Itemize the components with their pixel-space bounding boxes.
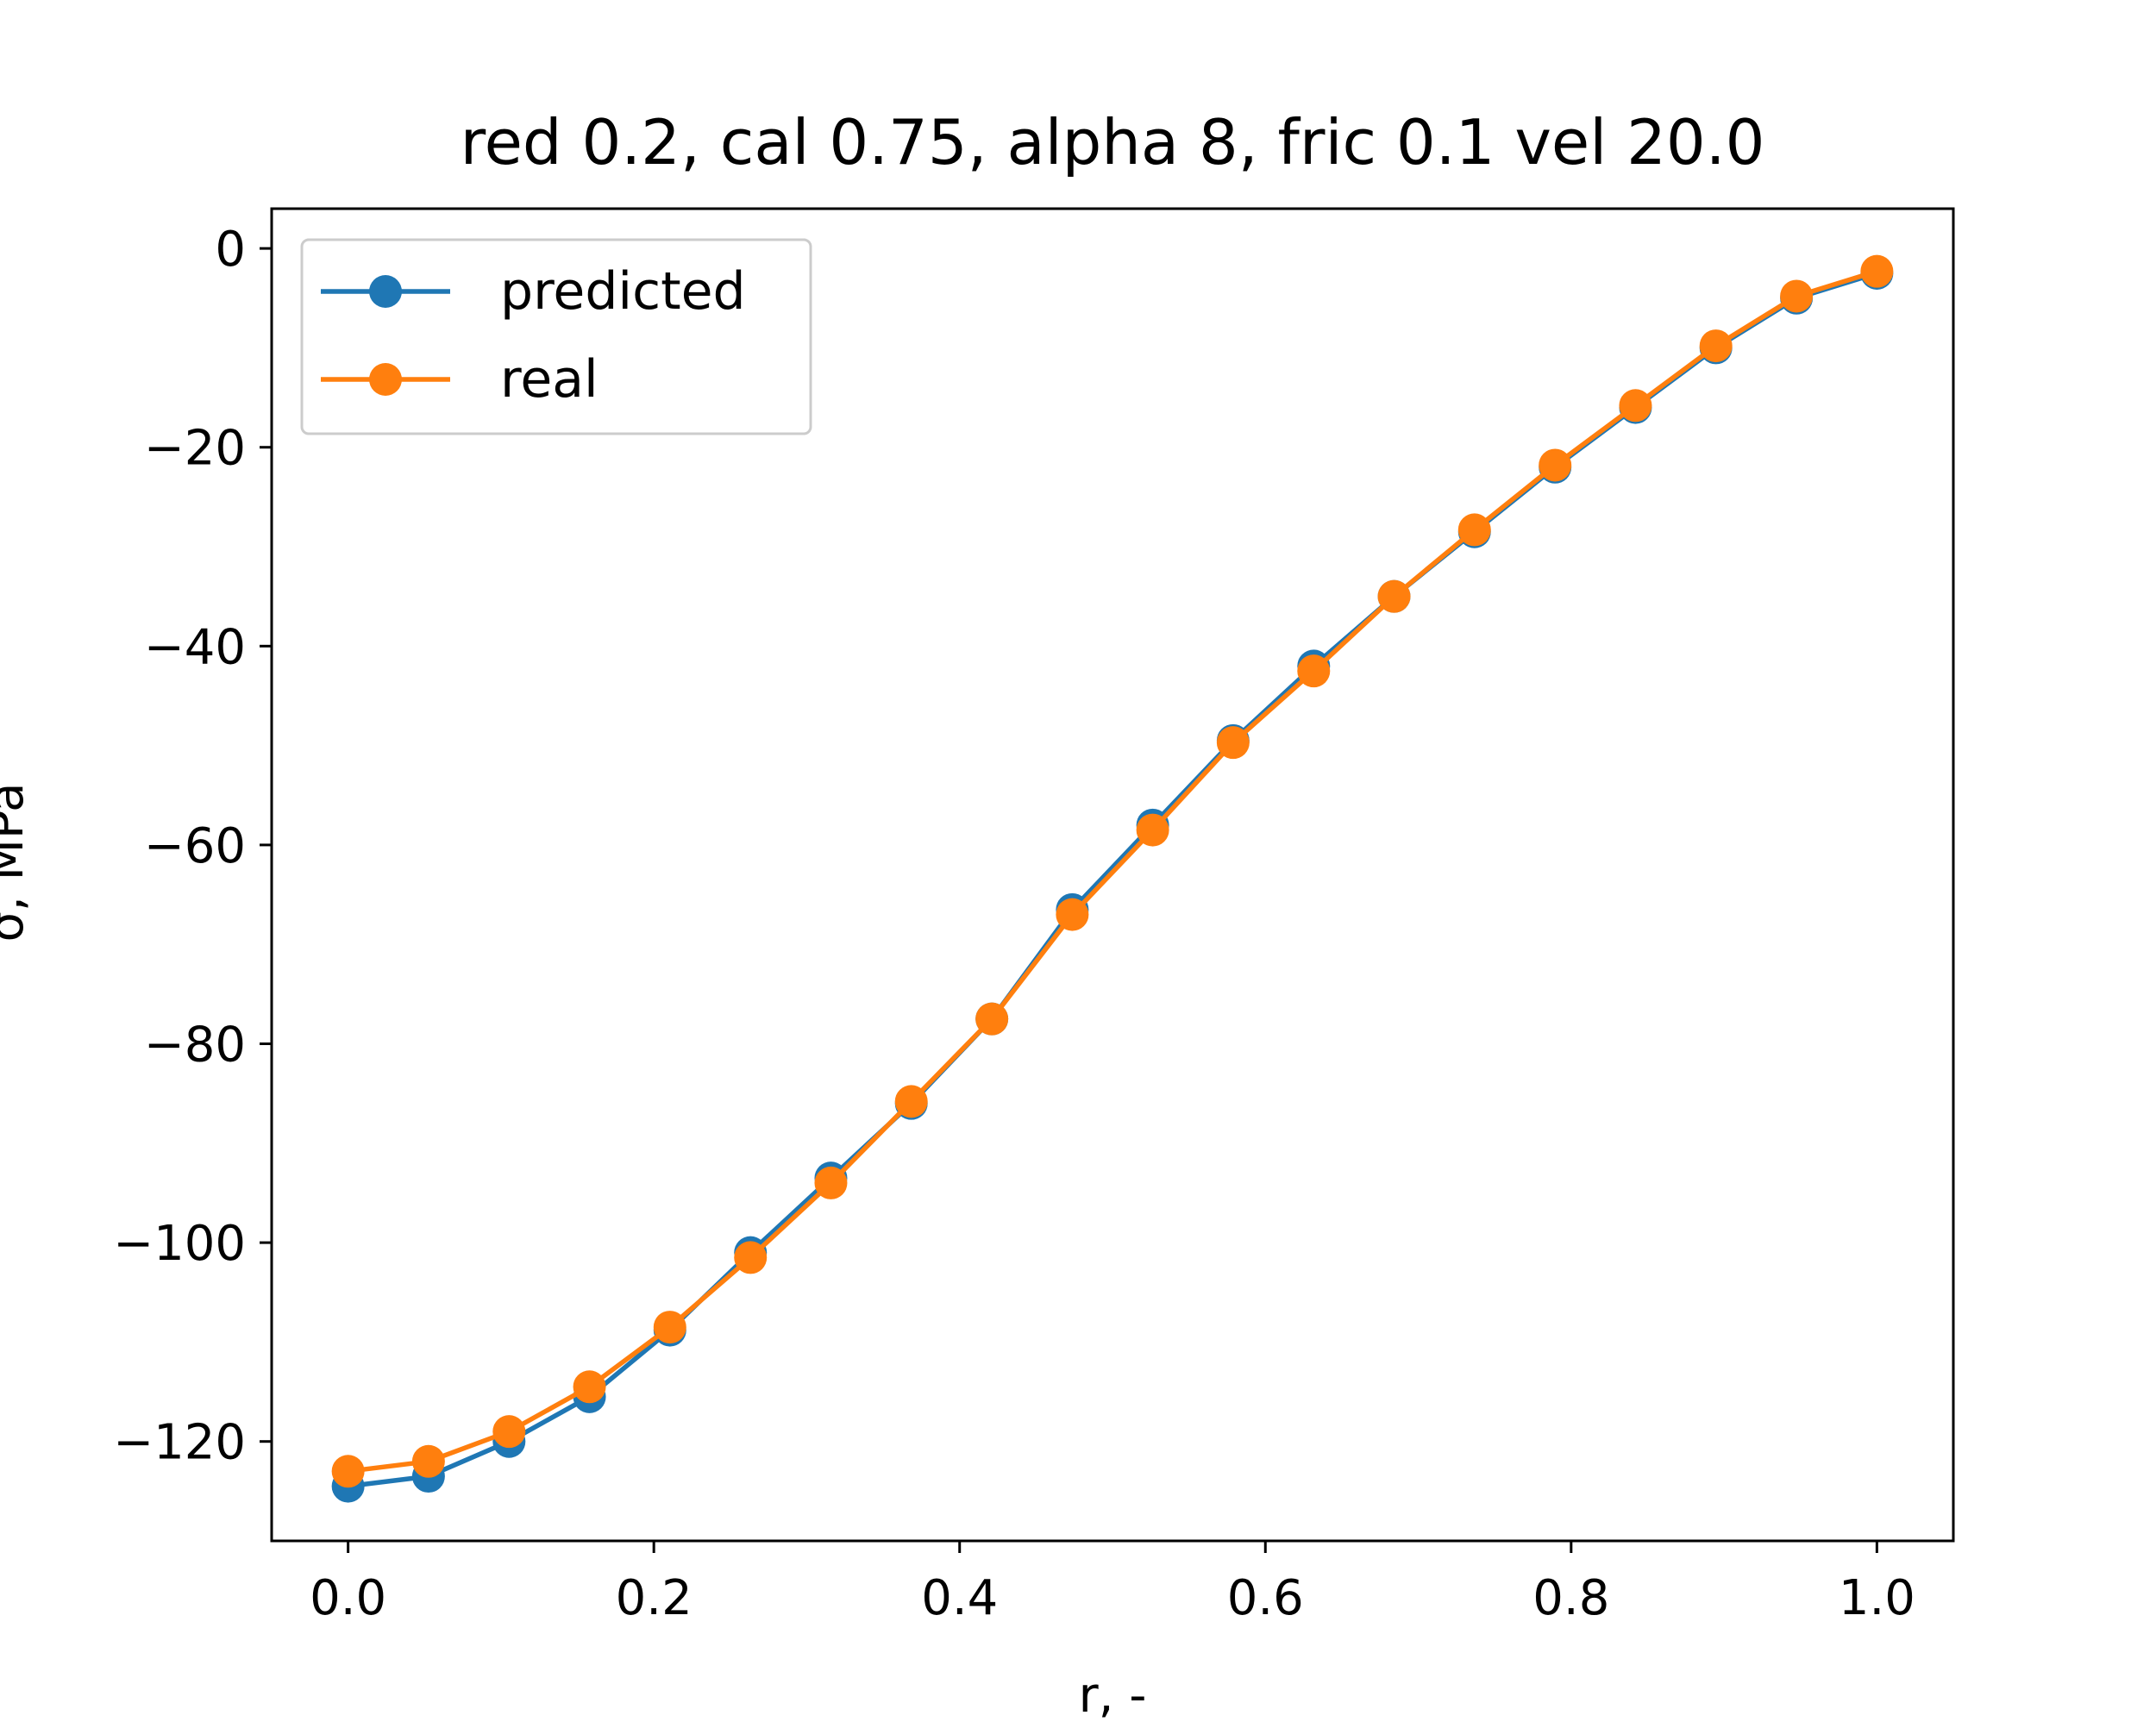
plot-area <box>270 207 1955 1543</box>
data-point-real <box>1216 726 1250 760</box>
y-tick-label: −80 <box>144 1017 246 1074</box>
y-tick-label: 0 <box>215 222 246 278</box>
series-line-predicted <box>348 271 1878 1489</box>
data-point-real <box>1056 898 1089 931</box>
y-tick-label: −60 <box>144 818 246 874</box>
y-tick-label: −20 <box>144 421 246 477</box>
y-tick-label: −40 <box>144 619 246 675</box>
data-point-real <box>1377 579 1411 613</box>
y-axis: 0 −20 −40 −60 −80 −100 −120 <box>113 222 272 1471</box>
data-point-real <box>894 1085 928 1118</box>
data-point-real <box>1619 389 1652 423</box>
series-line-real <box>348 268 1878 1474</box>
plot-frame <box>270 207 1955 1543</box>
legend-box <box>300 238 812 435</box>
chart-title: red 0.2, cal 0.75, alpha 8, fric 0.1 vel… <box>461 106 1765 178</box>
data-point-real <box>492 1415 526 1449</box>
data-point-real <box>1860 254 1894 288</box>
y-axis-label: σ, MPa <box>0 783 34 942</box>
data-point-real <box>814 1166 848 1199</box>
data-point-real <box>331 1455 365 1488</box>
x-tick-label: 0.6 <box>1227 1570 1304 1626</box>
legend: predicted real <box>300 238 812 435</box>
y-tick-label: −100 <box>113 1216 246 1272</box>
data-point-real <box>1699 329 1733 363</box>
x-tick-label: 1.0 <box>1839 1570 1915 1626</box>
x-tick-label: 0.2 <box>616 1570 693 1626</box>
data-point-real <box>653 1311 686 1344</box>
data-point-real <box>734 1241 768 1274</box>
x-axis-label: r, - <box>1079 1668 1147 1724</box>
data-point-real <box>1780 279 1814 313</box>
series-predicted <box>331 256 1894 1503</box>
series-real <box>331 254 1894 1488</box>
legend-label-real: real <box>500 349 599 410</box>
data-point-real <box>1539 448 1572 482</box>
data-point-real <box>411 1444 445 1478</box>
x-tick-label: 0.4 <box>921 1570 998 1626</box>
data-point-real <box>975 1002 1009 1036</box>
x-tick-label: 0.8 <box>1532 1570 1609 1626</box>
x-tick-label: 0.0 <box>310 1570 386 1626</box>
data-point-real <box>1297 654 1331 688</box>
legend-label-predicted: predicted <box>500 261 746 322</box>
data-point-real <box>1457 513 1491 547</box>
series-layer <box>331 254 1894 1503</box>
legend-marker-real <box>369 363 402 396</box>
x-axis: 0.0 0.2 0.4 0.6 0.8 1.0 <box>310 1541 1915 1626</box>
data-point-real <box>1136 813 1169 847</box>
data-point-real <box>573 1370 606 1404</box>
y-tick-label: −120 <box>113 1415 246 1471</box>
legend-marker-predicted <box>369 275 402 308</box>
